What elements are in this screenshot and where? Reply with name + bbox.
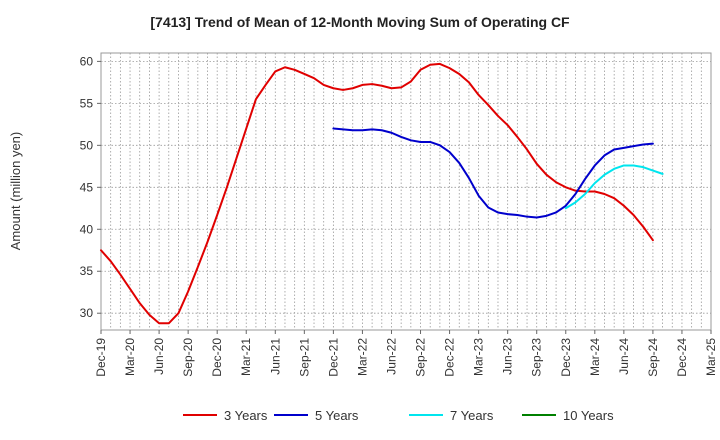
- y-tick-label: 55: [80, 96, 94, 110]
- series-line-7-years: [564, 164, 664, 210]
- plot-frame: [100, 52, 712, 331]
- y-tick-label: 50: [80, 138, 94, 152]
- legend-label: 5 Years: [315, 408, 359, 423]
- x-tick-label: Mar-24: [588, 338, 602, 376]
- x-tick-label: Mar-25: [704, 338, 718, 376]
- x-tick-label: Jun-21: [268, 338, 282, 375]
- y-tick-label: 40: [80, 222, 94, 236]
- x-axis-ticks: Dec-19 Mar-20 Jun-20 Sep-20 Dec-20 Mar-21 Jun-…: [94, 330, 718, 377]
- x-tick-label: Jun-23: [501, 338, 515, 375]
- x-tick-label: Sep-22: [414, 338, 428, 377]
- y-tick-label: 35: [80, 264, 94, 278]
- x-tick-label: Dec-21: [326, 338, 340, 377]
- x-tick-label: Sep-24: [646, 338, 660, 377]
- y-tick-label: 60: [80, 54, 94, 68]
- series-line-5-years: [332, 127, 654, 219]
- chart-title: [7413] Trend of Mean of 12-Month Moving …: [150, 14, 570, 30]
- legend-label: 7 Years: [450, 408, 494, 423]
- legend-label: 10 Years: [563, 408, 614, 423]
- legend: 3 Years 5 Years 7 Years 10 Years: [183, 408, 614, 423]
- series-layer: [100, 62, 664, 325]
- x-tick-label: Jun-24: [617, 338, 631, 375]
- x-tick-label: Sep-21: [297, 338, 311, 377]
- x-tick-label: Dec-24: [675, 338, 689, 377]
- y-tick-label: 30: [80, 306, 94, 320]
- grid-layer: [101, 53, 711, 330]
- legend-label: 3 Years: [224, 408, 268, 423]
- y-tick-label: 45: [80, 180, 94, 194]
- y-axis-label: Amount (million yen): [8, 132, 23, 251]
- series-line-3-years: [100, 62, 654, 325]
- x-tick-label: Dec-20: [210, 338, 224, 377]
- x-tick-label: Sep-23: [530, 338, 544, 377]
- x-tick-label: Dec-23: [559, 338, 573, 377]
- x-tick-label: Mar-20: [123, 338, 137, 376]
- x-tick-label: Mar-23: [472, 338, 486, 376]
- y-axis-ticks: 30 35 40 45 50 55 60: [80, 54, 101, 320]
- x-tick-label: Mar-22: [355, 338, 369, 376]
- x-tick-label: Mar-21: [239, 338, 253, 376]
- x-tick-label: Dec-19: [94, 338, 108, 377]
- x-tick-label: Sep-20: [181, 338, 195, 377]
- x-tick-label: Jun-20: [152, 338, 166, 375]
- x-tick-label: Jun-22: [384, 338, 398, 375]
- x-tick-label: Dec-22: [443, 338, 457, 377]
